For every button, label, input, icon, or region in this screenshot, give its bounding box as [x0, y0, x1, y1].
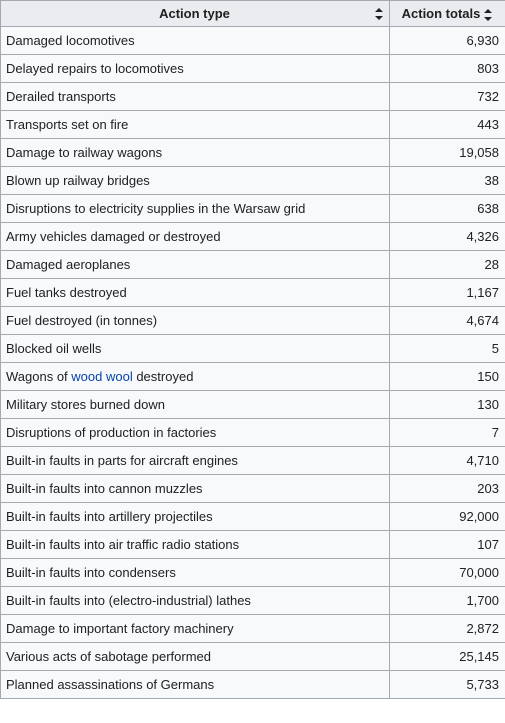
action-cell: Damage to railway wagons — [0, 138, 390, 167]
table-row: Built-in faults in parts for aircraft en… — [0, 446, 505, 475]
action-cell: Military stores burned down — [0, 390, 390, 419]
total-cell: 19,058 — [389, 138, 505, 167]
action-cell: Built-in faults into (electro-industrial… — [0, 586, 390, 615]
action-cell: Blown up railway bridges — [0, 166, 390, 195]
table-row: Damage to important factory machinery 2,… — [0, 614, 505, 643]
column-header-action-type[interactable]: Action type — [0, 0, 390, 27]
action-cell: Planned assassinations of Germans — [0, 670, 390, 699]
action-cell: Damage to important factory machinery — [0, 614, 390, 643]
action-totals-table: Action type Action totals Damaged locomo… — [0, 0, 505, 699]
table-row: Damaged aeroplanes 28 — [0, 250, 505, 279]
action-text-after: destroyed — [132, 369, 194, 384]
total-cell: 70,000 — [389, 558, 505, 587]
table-row: Built-in faults into cannon muzzles 203 — [0, 474, 505, 503]
action-cell: Delayed repairs to locomotives — [0, 54, 390, 83]
table-row: Blown up railway bridges 38 — [0, 166, 505, 195]
total-cell: 1,700 — [389, 586, 505, 615]
table-row: Damage to railway wagons 19,058 — [0, 138, 505, 167]
total-cell: 803 — [389, 54, 505, 83]
total-cell: 92,000 — [389, 502, 505, 531]
action-cell: Fuel tanks destroyed — [0, 278, 390, 307]
total-cell: 5 — [389, 334, 505, 363]
column-header-action-type-label: Action type — [159, 6, 230, 21]
table-row: Army vehicles damaged or destroyed 4,326 — [0, 222, 505, 251]
table-header-row: Action type Action totals — [0, 0, 505, 27]
action-text-before: Wagons of — [6, 369, 72, 384]
table-row: Delayed repairs to locomotives 803 — [0, 54, 505, 83]
table-row: Fuel destroyed (in tonnes) 4,674 — [0, 306, 505, 335]
wood-wool-link[interactable]: wood wool — [71, 369, 133, 384]
table-row: Disruptions of production in factories 7 — [0, 418, 505, 447]
table-row: Planned assassinations of Germans 5,733 — [0, 670, 505, 699]
column-header-action-totals-label: Action totals — [401, 6, 481, 21]
table-row: Built-in faults into condensers 70,000 — [0, 558, 505, 587]
column-header-action-totals[interactable]: Action totals — [389, 0, 505, 27]
table-row: Transports set on fire 443 — [0, 110, 505, 139]
total-cell: 4,710 — [389, 446, 505, 475]
total-cell: 443 — [389, 110, 505, 139]
total-cell: 5,733 — [389, 670, 505, 699]
action-cell: Fuel destroyed (in tonnes) — [0, 306, 390, 335]
total-cell: 25,145 — [389, 642, 505, 671]
table-row: Disruptions to electricity supplies in t… — [0, 194, 505, 223]
total-cell: 28 — [389, 250, 505, 279]
total-cell: 732 — [389, 82, 505, 111]
table-row: Built-in faults into artillery projectil… — [0, 502, 505, 531]
action-cell: Disruptions of production in factories — [0, 418, 390, 447]
table-row: Military stores burned down 130 — [0, 390, 505, 419]
action-cell: Disruptions to electricity supplies in t… — [0, 194, 390, 223]
action-cell: Built-in faults into artillery projectil… — [0, 502, 390, 531]
action-cell: Built-in faults into cannon muzzles — [0, 474, 390, 503]
table-row: Derailed transports 732 — [0, 82, 505, 111]
total-cell: 203 — [389, 474, 505, 503]
action-cell: Damaged aeroplanes — [0, 250, 390, 279]
total-cell: 2,872 — [389, 614, 505, 643]
action-cell: Army vehicles damaged or destroyed — [0, 222, 390, 251]
total-cell: 4,326 — [389, 222, 505, 251]
action-cell: Built-in faults into air traffic radio s… — [0, 530, 390, 559]
total-cell: 130 — [389, 390, 505, 419]
table-row: Built-in faults into air traffic radio s… — [0, 530, 505, 559]
total-cell: 107 — [389, 530, 505, 559]
total-cell: 6,930 — [389, 26, 505, 55]
action-cell: Various acts of sabotage performed — [0, 642, 390, 671]
total-cell: 38 — [389, 166, 505, 195]
action-cell: Damaged locomotives — [0, 26, 390, 55]
table-row: Various acts of sabotage performed 25,14… — [0, 642, 505, 671]
table-row: Damaged locomotives 6,930 — [0, 26, 505, 55]
table-row: Fuel tanks destroyed 1,167 — [0, 278, 505, 307]
action-cell: Built-in faults into condensers — [0, 558, 390, 587]
action-cell: Blocked oil wells — [0, 334, 390, 363]
table-row: Built-in faults into (electro-industrial… — [0, 586, 505, 615]
action-cell: Derailed transports — [0, 82, 390, 111]
sort-icon[interactable] — [484, 8, 493, 21]
total-cell: 150 — [389, 362, 505, 391]
total-cell: 7 — [389, 418, 505, 447]
action-cell: Built-in faults in parts for aircraft en… — [0, 446, 390, 475]
action-cell: Transports set on fire — [0, 110, 390, 139]
action-cell: Wagons of wood wool destroyed — [0, 362, 390, 391]
total-cell: 1,167 — [389, 278, 505, 307]
table-row: Blocked oil wells 5 — [0, 334, 505, 363]
table-row: Wagons of wood wool destroyed 150 — [0, 362, 505, 391]
sort-icon[interactable] — [375, 8, 383, 20]
total-cell: 4,674 — [389, 306, 505, 335]
total-cell: 638 — [389, 194, 505, 223]
